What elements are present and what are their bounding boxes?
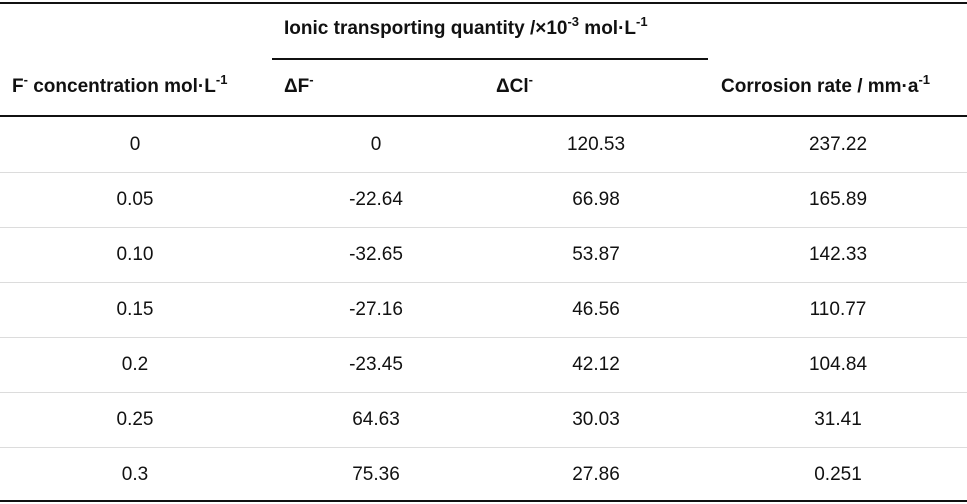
table-cell: 110.77	[809, 299, 867, 320]
bottom-rule	[0, 500, 967, 502]
group-header: Ionic transporting quantity /×10-3 mol·L…	[284, 14, 648, 39]
row-separator	[0, 282, 967, 283]
table-cell: 64.63	[352, 409, 400, 430]
header-bottom-rule	[0, 115, 967, 117]
table-cell: 66.98	[572, 189, 620, 210]
table-cell: 165.89	[808, 189, 868, 210]
table-cell: 0.251	[814, 464, 862, 485]
table-cell: 46.56	[572, 299, 620, 320]
column-header-delta-f: ΔF-	[284, 72, 314, 97]
table-cell: -27.16	[349, 299, 403, 320]
table-cell: 0.25	[116, 409, 154, 430]
table-cell: 42.12	[572, 354, 620, 375]
table-cell: -32.65	[349, 244, 403, 265]
column-header-f-concentration: F- concentration mol·L-1	[12, 72, 228, 97]
table-cell: 0	[370, 134, 382, 155]
table-cell: 142.33	[808, 244, 868, 265]
table-cell: 0.15	[116, 299, 154, 320]
column-header-corrosion-rate: Corrosion rate / mm·a-1	[721, 72, 930, 97]
table-cell: 75.36	[352, 464, 400, 485]
table-cell: 53.87	[572, 244, 620, 265]
table-cell: 0.10	[116, 244, 154, 265]
table-cell: 30.03	[572, 409, 620, 430]
table-cell: 0.2	[121, 354, 149, 375]
table-cell: -22.64	[349, 189, 403, 210]
row-separator	[0, 447, 967, 448]
table-cell: 104.84	[808, 354, 868, 375]
top-rule	[0, 2, 967, 4]
table-cell: 0	[129, 134, 141, 155]
table-cell: 31.41	[814, 409, 862, 430]
table-cell: 27.86	[572, 464, 620, 485]
row-separator	[0, 337, 967, 338]
table-cell: 120.53	[566, 134, 626, 155]
row-separator	[0, 392, 967, 393]
table-cell: 0.05	[116, 189, 154, 210]
table-cell: 237.22	[808, 134, 868, 155]
row-separator	[0, 227, 967, 228]
group-rule	[272, 58, 708, 60]
column-header-delta-cl: ΔCl-	[496, 72, 533, 97]
row-separator	[0, 172, 967, 173]
table-cell: 0.3	[121, 464, 149, 485]
table-cell: -23.45	[349, 354, 403, 375]
